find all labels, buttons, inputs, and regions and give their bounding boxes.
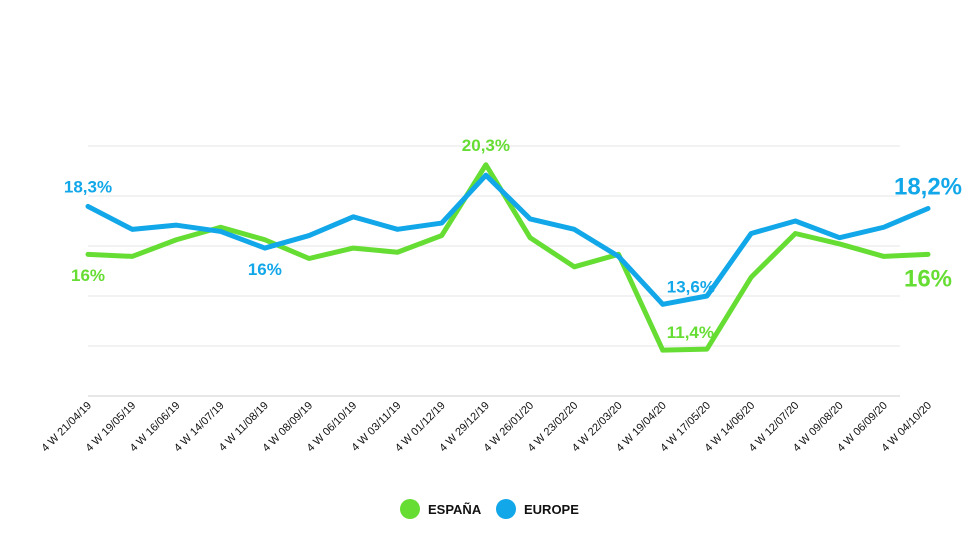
data-label: 11,4%	[667, 323, 714, 342]
legend-label-europe: EUROPE	[524, 502, 579, 517]
data-label: 16%	[904, 265, 952, 292]
series-line-espana	[85, 162, 931, 353]
data-label: 13,6%	[667, 277, 715, 296]
data-label: 16%	[71, 266, 105, 285]
data-label: 18,2%	[894, 174, 962, 201]
legend-marker-europe	[496, 499, 516, 519]
data-label: 16%	[248, 260, 282, 279]
gridlines	[88, 145, 900, 397]
data-labels: 18,3% 16% 16% 20,3% 13,6% 11,4% 18,2% 16%	[64, 136, 962, 342]
data-label: 18,3%	[64, 177, 112, 196]
legend-marker-espana	[400, 499, 420, 519]
series-line-europe	[85, 172, 931, 307]
x-axis-tick-labels: 4 W 21/04/194 W 19/05/194 W 16/06/194 W …	[39, 400, 934, 455]
legend-label-espana: ESPAÑA	[428, 502, 482, 517]
series-lines	[85, 162, 931, 353]
legend: ESPAÑA EUROPE	[400, 499, 579, 519]
data-label: 20,3%	[462, 136, 510, 155]
